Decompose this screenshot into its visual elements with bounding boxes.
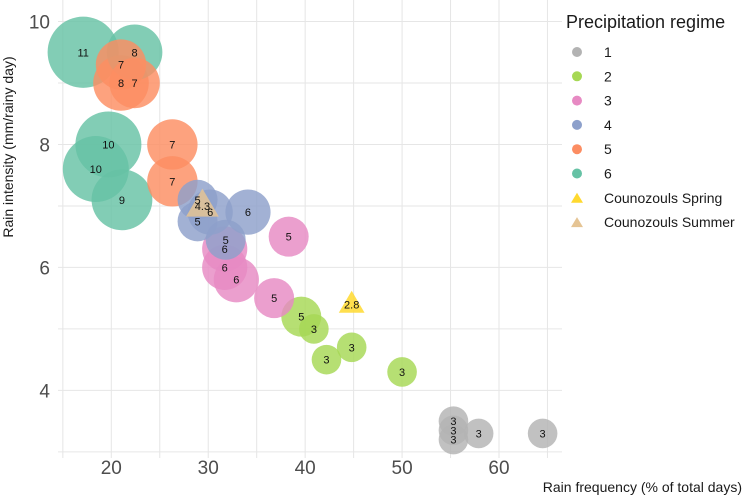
legend-circle-symbol — [572, 168, 582, 179]
x-tick-label: 60 — [488, 458, 509, 479]
x-axis-title: Rain frequency (% of total days) — [543, 479, 742, 495]
bubble-value-label: 6 — [207, 207, 213, 219]
y-axis-title: Rain intensity (mm/rainy day) — [0, 56, 16, 237]
bubble-regime-5 — [147, 119, 198, 170]
bubble-value-label: 5 — [271, 293, 277, 305]
y-tick-label: 4 — [39, 381, 50, 402]
bubble-value-label: 7 — [169, 139, 175, 151]
triangle-counozouls-spring — [338, 290, 365, 313]
bubble-regime-4 — [205, 219, 246, 260]
bubble-value-label: 8 — [118, 78, 124, 90]
bubble-value-label: 2.8 — [344, 299, 359, 311]
x-tick-label: 30 — [198, 458, 219, 479]
bubble-value-label: 8 — [132, 47, 138, 59]
bubble-value-label: 7 — [118, 60, 124, 72]
y-tick-label: 10 — [29, 13, 50, 34]
legend-entry-label: Counozouls Summer — [604, 214, 735, 230]
bubble-regime-1 — [463, 418, 494, 449]
legend-triangle-symbol — [571, 217, 583, 228]
legend-entry-label: 5 — [604, 141, 612, 157]
bubble-value-label: 3 — [450, 425, 456, 437]
legend-triangle-symbol — [571, 192, 583, 203]
legend: Precipitation regime 1 2 3 4 5 6 Counozouls Sp… — [566, 12, 735, 230]
bubble-value-label: 7 — [169, 176, 175, 188]
legend-entry-label: 2 — [604, 68, 612, 84]
bubble-regime-3 — [268, 216, 309, 257]
bubble-regime-2 — [311, 344, 342, 375]
bubble-value-label: 3 — [450, 416, 456, 428]
bubble-value-label: 3 — [323, 355, 329, 367]
legend-title: Precipitation regime — [566, 12, 725, 32]
bubble-value-label: 5 — [195, 216, 201, 228]
bubble-value-label: 3 — [540, 428, 546, 440]
bubble-regime-5 — [109, 57, 160, 109]
legend-entry-label: 6 — [604, 166, 612, 182]
y-tick-label: 6 — [39, 258, 50, 279]
bubble-regime-2 — [387, 357, 417, 387]
bubble-regime-1 — [527, 418, 558, 449]
bubble-regime-2 — [299, 314, 329, 344]
legend-circle-symbol — [572, 47, 582, 57]
bubble-value-label: 11 — [77, 47, 88, 59]
bubble-value-label: 9 — [119, 195, 125, 207]
bubble-value-label: 5 — [286, 232, 292, 244]
legend-circle-symbol — [572, 119, 582, 130]
bubble-value-label: 6 — [233, 275, 239, 287]
legend-circle-symbol — [572, 144, 582, 155]
bubble-value-label: 3 — [399, 367, 405, 379]
x-tick-label: 50 — [392, 458, 413, 479]
data-marks — [47, 16, 558, 455]
triangle-counozouls-summer — [186, 188, 219, 217]
bubble-value-label: 6 — [245, 207, 251, 219]
legend-circle-symbol — [572, 71, 582, 82]
y-tick-label: 8 — [39, 135, 50, 156]
bubble-value-label: 3 — [476, 428, 482, 440]
axes: 20 30 40 50 60 4 6 8 10 — [29, 13, 510, 479]
bubble-value-label: 6 — [222, 262, 228, 274]
bubble-value-label: 3 — [349, 342, 355, 354]
bubble-value-label: 10 — [90, 164, 102, 176]
bubble-value-label: 3 — [450, 435, 456, 447]
bubble-regime-1 — [438, 424, 469, 455]
bubble-value-label: 5 — [195, 195, 201, 207]
bubble-value-label: 4.3 — [195, 201, 210, 213]
bubble-regime-3 — [213, 257, 259, 303]
bubble-value-label: 5 — [223, 235, 229, 247]
legend-entry-label: 1 — [604, 44, 612, 60]
bubble-regime-3 — [254, 278, 295, 319]
bubble-regime-2 — [336, 332, 367, 363]
bubble-value-label: 7 — [132, 78, 138, 90]
legend-circle-symbol — [572, 95, 582, 106]
legend-entry-label: 4 — [604, 117, 612, 133]
x-tick-label: 20 — [101, 458, 122, 479]
legend-entry-label: 3 — [604, 93, 612, 109]
legend-entry-label: Counozouls Spring — [604, 190, 722, 206]
bubble-regime-6 — [91, 169, 153, 231]
bubble-value-label: 6 — [222, 244, 228, 256]
bubble-value-label: 10 — [102, 139, 114, 151]
bubble-value-label: 3 — [311, 324, 317, 336]
bubble-value-label: 5 — [298, 312, 304, 324]
x-tick-label: 40 — [295, 458, 316, 479]
